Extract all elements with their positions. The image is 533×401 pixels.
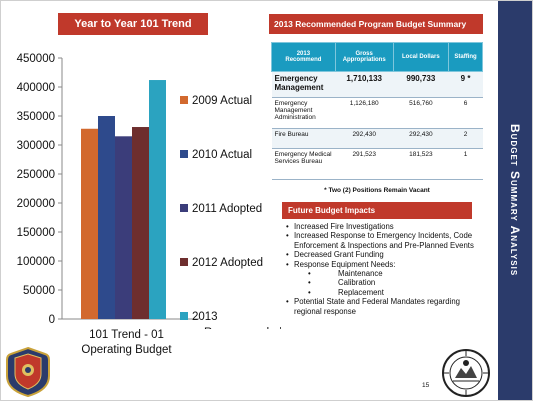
x-category-line: Operating Budget — [81, 344, 172, 356]
row-name: Fire Bureau — [271, 128, 336, 149]
legend-label: 2012 Adopted — [192, 257, 263, 269]
county-badge-logo — [6, 346, 50, 398]
legend-label: 2009 Actual — [192, 95, 252, 107]
summary-header: 2013 Recommended Program Budget Summary — [269, 14, 483, 34]
chart-title: Year to Year 101 Trend — [58, 13, 208, 35]
legend-swatch — [180, 312, 188, 320]
col-header-local: Local Dollars — [392, 42, 450, 72]
y-tick-label: 50000 — [23, 285, 55, 297]
row-name: Emergency Management Administration — [271, 97, 336, 129]
legend-label: 2011 Adopted — [192, 203, 262, 215]
row-local: 990,733 — [393, 71, 449, 98]
legend-swatch — [180, 258, 188, 266]
bar — [115, 136, 132, 319]
row-staffing: 9 * — [448, 71, 483, 98]
vacant-note: * Two (2) Positions Remain Vacant — [324, 187, 430, 194]
row-local: 181,523 — [393, 148, 449, 180]
table-row: Fire Bureau 292,430 292,430 2 — [271, 128, 483, 149]
y-tick-label: 0 — [49, 314, 55, 326]
table-row: Emergency Medical Services Bureau 291,52… — [271, 148, 483, 180]
list-item: Replacement — [308, 288, 486, 298]
y-tick-label: 100000 — [17, 256, 55, 268]
row-name: Emergency Management — [271, 71, 336, 98]
y-tick-label: 150000 — [17, 227, 55, 239]
col-header-recommend: 2013 Recommend — [271, 42, 336, 72]
legend-label: Recommended — [204, 327, 281, 329]
row-staffing: 2 — [448, 128, 483, 149]
page-number: 15 — [422, 382, 430, 389]
budget-table: 2013 Recommend Gross Appropriations Local … — [271, 42, 483, 180]
y-tick-label: 200000 — [17, 198, 55, 210]
bar-chart: 0 50000 100000 150000 200000 250000 300000 3500… — [17, 53, 281, 329]
y-tick-label: 350000 — [17, 111, 55, 123]
y-tick-label: 300000 — [17, 140, 55, 152]
list-item: Increased Response to Emergency Incident… — [286, 231, 486, 250]
y-tick-label: 400000 — [17, 82, 55, 94]
row-staffing: 1 — [448, 148, 483, 180]
legend-label: 2010 Actual — [192, 149, 252, 161]
list-item: Increased Fire Investigations — [286, 222, 486, 232]
y-tick-label: 450000 — [17, 53, 55, 65]
row-local: 516,760 — [393, 97, 449, 129]
side-title: Budget Summary Analysis — [508, 124, 522, 277]
list-item: Maintenance — [308, 269, 486, 279]
side-banner — [498, 1, 532, 400]
row-name: Emergency Medical Services Bureau — [271, 148, 336, 180]
x-category-label: 101 Trend - 01 Operating Budget — [69, 328, 184, 358]
side-title-wrap: Budget Summary Analysis — [498, 1, 532, 400]
impacts-list: Increased Fire Investigations Increased … — [286, 222, 486, 316]
row-staffing: 6 — [448, 97, 483, 129]
row-local: 292,430 — [393, 128, 449, 149]
list-item: Potential State and Federal Mandates reg… — [286, 297, 486, 316]
bar — [81, 128, 98, 319]
list-item: Response Equipment Needs: — [286, 260, 486, 270]
bar — [132, 127, 149, 320]
legend-swatch — [180, 150, 188, 158]
y-tick-label: 250000 — [17, 169, 55, 181]
county-seal-logo — [442, 349, 490, 397]
row-gross: 1,126,180 — [335, 97, 394, 129]
legend-swatch — [180, 96, 188, 104]
table-row: Emergency Management 1,710,133 990,733 9… — [271, 71, 483, 98]
table-row: Emergency Management Administration 1,12… — [271, 97, 483, 129]
impacts-header: Future Budget Impacts — [282, 202, 472, 219]
row-gross: 292,430 — [335, 128, 394, 149]
list-item: Decreased Grant Funding — [286, 250, 486, 260]
row-gross: 291,523 — [335, 148, 394, 180]
x-category-line: 101 Trend - 01 — [89, 329, 164, 341]
col-header-gross: Gross Appropriations — [334, 42, 394, 72]
table-header-row: 2013 Recommend Gross Appropriations Local … — [271, 42, 483, 72]
list-item: Calibration — [308, 278, 486, 288]
bar — [98, 116, 115, 319]
row-gross: 1,710,133 — [335, 71, 394, 98]
legend-swatch — [180, 204, 188, 212]
bar — [149, 80, 166, 319]
col-header-staffing: Staffing — [448, 42, 483, 72]
legend-label: 2013 — [192, 311, 218, 323]
